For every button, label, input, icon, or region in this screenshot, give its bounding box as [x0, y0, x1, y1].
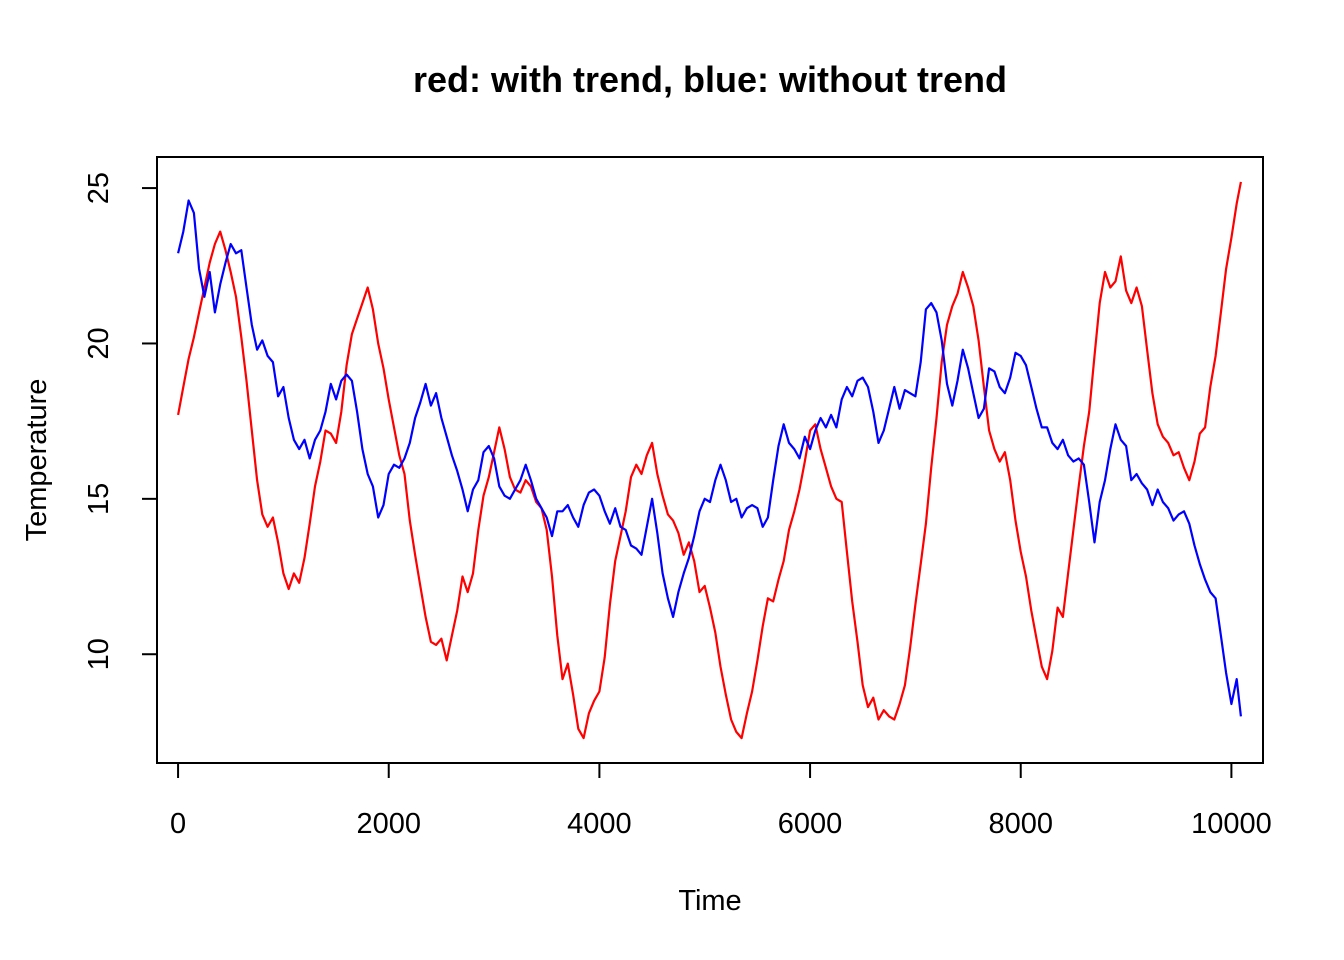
chart-title: red: with trend, blue: without trend: [413, 59, 1007, 100]
y-axis-label: Temperature: [21, 379, 53, 542]
y-tick-label: 15: [83, 483, 115, 515]
x-tick-label: 4000: [567, 808, 632, 840]
x-tick-label: 0: [170, 808, 186, 840]
x-axis: 0 2000 4000 6000 8000 10000: [170, 762, 1272, 840]
series-line-1: [177, 199, 1242, 717]
x-tick-label: 8000: [988, 808, 1053, 840]
series-layer: [177, 181, 1242, 740]
series-line-0: [177, 181, 1242, 740]
x-axis-label: Time: [678, 885, 741, 917]
plot-frame: [156, 156, 1264, 764]
x-tick-label: 10000: [1191, 808, 1272, 840]
x-tick-label: 2000: [356, 808, 421, 840]
y-tick-label: 25: [83, 172, 115, 204]
x-tick-label: 6000: [778, 808, 843, 840]
y-tick-label: 20: [83, 327, 115, 359]
y-tick-label: 10: [83, 638, 115, 670]
y-axis: 10 15 20 25: [83, 172, 158, 670]
